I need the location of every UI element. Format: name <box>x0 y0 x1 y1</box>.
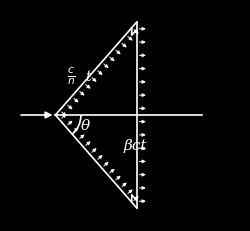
Text: θ: θ <box>81 119 90 133</box>
Text: $\frac{c}{n}$: $\frac{c}{n}$ <box>67 66 76 87</box>
Text: t: t <box>85 69 91 83</box>
Text: βct: βct <box>124 139 147 152</box>
